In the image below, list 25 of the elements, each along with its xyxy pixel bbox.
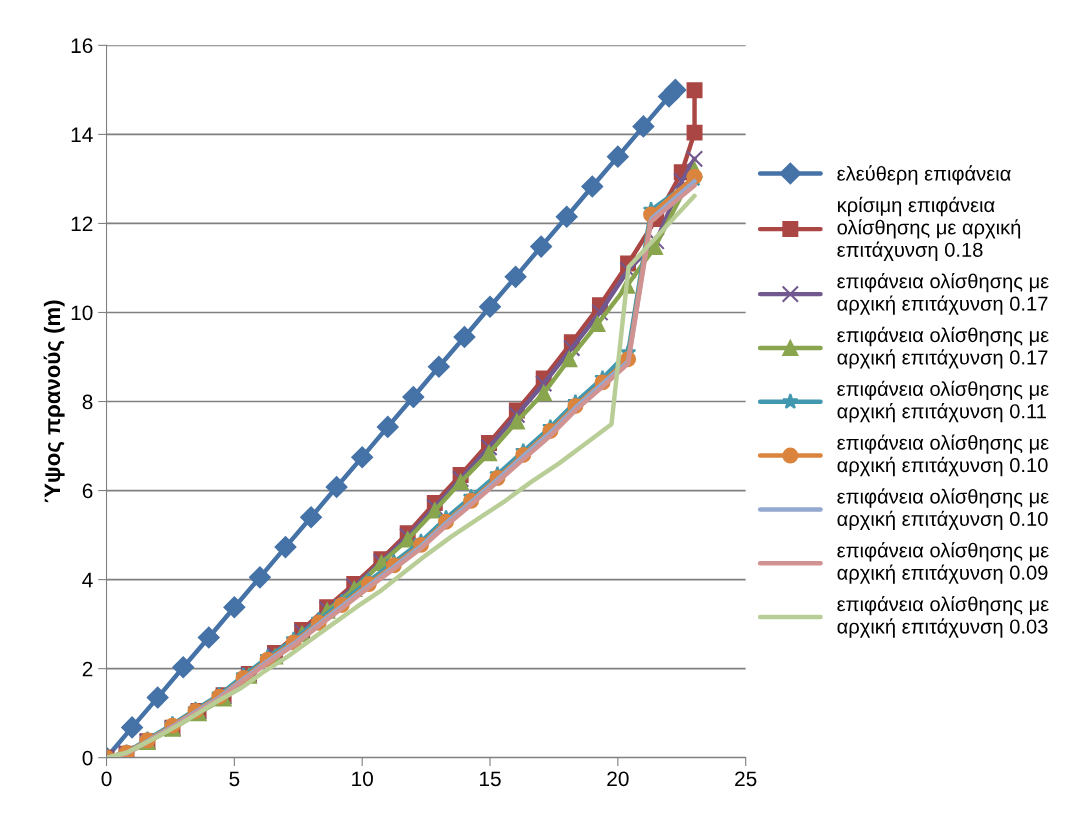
- y-tick-label: 6: [82, 483, 93, 499]
- legend-label: επιφάνεια ολίσθησης με αρχική επιτάχυνση 0.17: [837, 273, 1049, 315]
- legend-label: επιφάνεια ολίσθησης με αρχική επιτάχυνση 0.03: [837, 595, 1049, 638]
- legend-label: επιφάνεια ολίσθησης με αρχική επιτάχυνση 0.10: [837, 488, 1049, 531]
- x-tick-label: 25: [735, 771, 757, 787]
- x-tick-label: 5: [229, 771, 240, 787]
- y-tick-label: 0: [82, 750, 93, 766]
- x-tick-label: 20: [607, 771, 629, 787]
- legend-label: επιφάνεια ολίσθησης με αρχική επιτάχυνση 0.17: [837, 326, 1049, 369]
- y-tick-label: 8: [82, 394, 93, 410]
- legend-label: επιφάνεια ολίσθησης με αρχική επιτάχυνση 0.11: [837, 380, 1049, 423]
- y-tick-label: 10: [71, 305, 93, 321]
- y-tick-label: 14: [71, 127, 93, 142]
- legend-label: επιφάνεια ολίσθησης με αρχική επιτάχυνση 0.09: [837, 542, 1049, 584]
- legend-label: επιφάνεια ολίσθησης με αρχική επιτάχυνση 0.10: [837, 434, 1049, 477]
- legend-label: κρίσιμη επιφάνεια ολίσθησης με αρχική επιτάχυνση 0.18: [837, 196, 1021, 261]
- x-tick-label: 15: [480, 771, 501, 787]
- x-tick-label: 10: [352, 771, 373, 787]
- y-tick-label: 2: [82, 661, 93, 677]
- legend-label: ελεύθερη επιφάνεια: [837, 165, 1011, 185]
- y-axis-title: Ύψος πρανούς (m): [43, 300, 65, 503]
- y-tick-label: 16: [71, 38, 93, 54]
- x-tick-label: 0: [101, 771, 112, 787]
- y-tick-label: 4: [82, 572, 93, 588]
- y-tick-label: 12: [71, 216, 93, 231]
